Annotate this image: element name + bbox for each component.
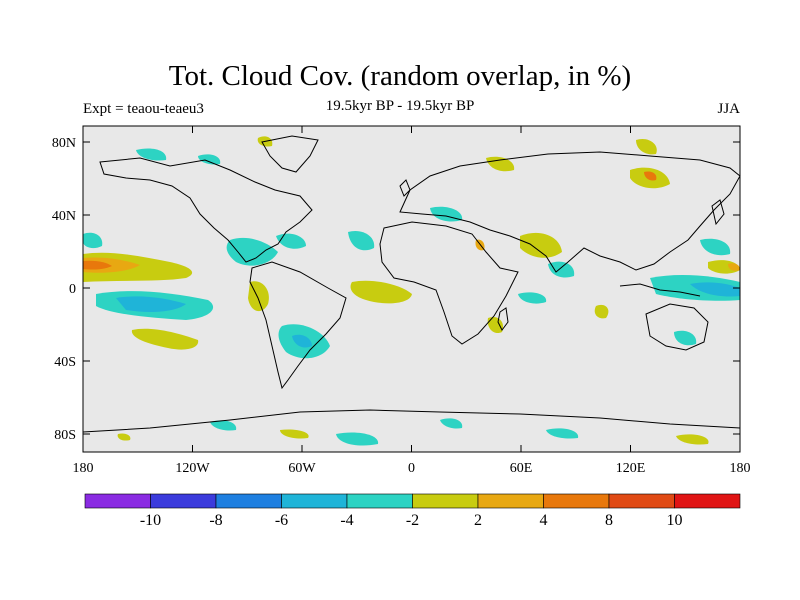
lat-tick-label: 40S [54, 355, 76, 370]
lat-tick-label: 40N [52, 209, 76, 224]
anomaly-indian-ocean-positive [594, 304, 609, 319]
chart-subtitle: 19.5kyr BP - 19.5kyr BP [325, 98, 475, 114]
colorbar-swatch [412, 493, 479, 509]
colorbar-label: -2 [406, 512, 419, 529]
anomaly-arctic-negative-1 [136, 148, 167, 161]
anomaly-arctic-positive [636, 138, 657, 155]
anomaly-south-america-core [292, 334, 312, 348]
anomaly-caribbean-negative [226, 237, 278, 266]
anomaly-arctic-negative-2 [198, 154, 221, 165]
colorbar-label: 8 [605, 512, 613, 529]
colorbar-swatch [150, 493, 217, 509]
colorbar: -10 -8 -6 -4 -2 2 4 8 10 [84, 493, 741, 529]
anomaly-north-pacific-negative [83, 232, 103, 249]
lon-tick-label: 60E [510, 461, 533, 476]
chart-title: Tot. Cloud Cov. (random overlap, in %) [168, 60, 632, 92]
colorbar-swatch [281, 493, 348, 509]
colorbar-swatch [674, 493, 741, 509]
lon-tick-label: 120W [175, 461, 210, 476]
anomaly-siberia-peak [644, 171, 657, 181]
lon-tick-label: 60W [288, 461, 316, 476]
anomaly-india-negative [548, 261, 575, 278]
lat-tick-label: 80S [54, 428, 76, 443]
colorbar-label: 4 [540, 512, 548, 529]
anomaly-africa-positive [350, 280, 412, 304]
colorbar-swatch [84, 493, 151, 509]
colorbar-label: -8 [209, 512, 222, 529]
lat-tick-label: 80N [52, 136, 76, 151]
coast-south-america [249, 261, 347, 390]
colorbar-label: 2 [474, 512, 482, 529]
anomaly-atlantic-negative [348, 230, 375, 251]
coast-africa [379, 221, 519, 345]
anomaly-south-pacific-positive [131, 328, 199, 350]
season-label: JJA [717, 101, 740, 117]
anomaly-gulf-negative [276, 233, 306, 249]
colorbar-swatch [477, 493, 544, 509]
colorbar-swatch [608, 493, 675, 509]
experiment-label: Expt = teaou-teaeu3 [83, 101, 204, 117]
lon-tick-label: 180 [730, 461, 751, 476]
anomaly-arabia-positive [520, 232, 562, 258]
anomaly-shading [83, 136, 740, 446]
anomaly-west-pacific-core [690, 282, 740, 297]
coast-uk [399, 179, 411, 197]
lon-axis: 180 120W 60W 0 60E 120E 180 [73, 126, 751, 476]
anomaly-australia-negative [674, 330, 697, 346]
colorbar-label: -10 [140, 512, 161, 529]
anomaly-southern-ocean-positive-3 [117, 433, 131, 441]
lat-axis: 80N 40N 0 40S 80S [52, 136, 740, 443]
anomaly-madagascar-positive [487, 316, 504, 334]
anomaly-southern-ocean-positive-1 [280, 429, 309, 439]
anomaly-southern-ocean-negative-4 [440, 418, 463, 429]
coast-antarctica [82, 409, 741, 433]
coast-north-america [99, 157, 313, 263]
colorbar-label: 10 [667, 512, 683, 529]
lat-tick-label: 0 [69, 282, 76, 297]
anomaly-west-africa-negative [518, 292, 547, 304]
anomaly-southern-ocean-negative-1 [336, 432, 379, 446]
anomaly-west-pacific-peak [728, 263, 740, 271]
map-background [83, 126, 740, 452]
colorbar-label: -4 [340, 512, 353, 529]
anomaly-southern-ocean-positive-2 [676, 434, 709, 445]
lon-tick-label: 0 [408, 461, 415, 476]
colorbar-label: -6 [275, 512, 288, 529]
coast-madagascar [497, 307, 509, 331]
lon-tick-label: 120E [616, 461, 646, 476]
anomaly-southern-ocean-negative-2 [210, 420, 237, 431]
coast-indonesia [619, 283, 701, 297]
lon-tick-label: 180 [73, 461, 94, 476]
colorbar-swatch [346, 493, 413, 509]
anomaly-philippine-negative [700, 238, 731, 256]
coast-greenland [261, 135, 319, 173]
coast-australia [645, 303, 709, 351]
coast-japan [711, 199, 725, 226]
coastlines [82, 135, 741, 433]
coast-eurasia [399, 151, 741, 273]
anomaly-southern-ocean-negative-3 [546, 428, 579, 439]
colorbar-swatch [215, 493, 282, 509]
anomaly-central-pacific-core [116, 296, 186, 312]
anomaly-east-pacific-peak [83, 260, 112, 270]
anomaly-north-atlantic-positive [486, 156, 515, 172]
colorbar-swatch [543, 493, 610, 509]
